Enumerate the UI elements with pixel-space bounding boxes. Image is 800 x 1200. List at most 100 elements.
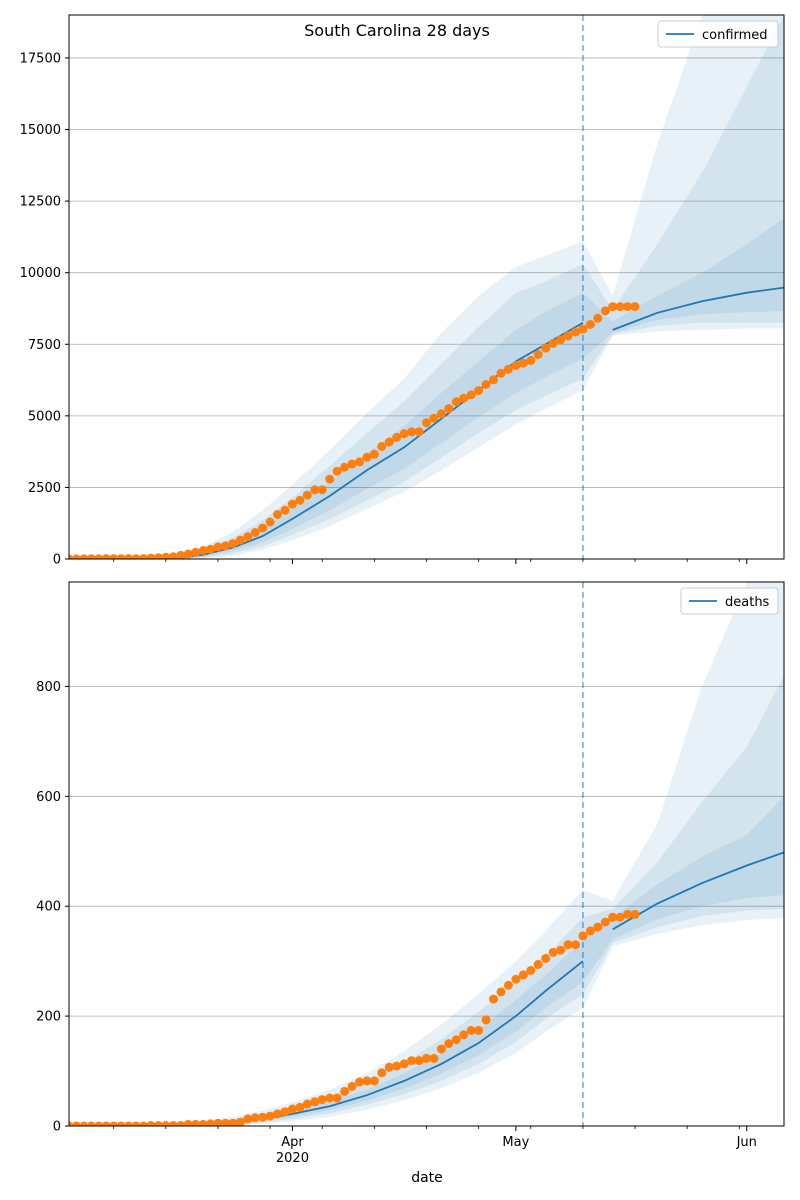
observed-point [183,1119,193,1126]
observed-point [474,1025,484,1035]
x-tick-sublabel: 2020 [276,1151,309,1166]
y-tick-label: 10000 [20,266,61,281]
observed-point [228,1118,238,1126]
observed-point [585,320,595,329]
observed-point [518,970,528,980]
y-tick-label: 0 [53,553,61,568]
observed-point [146,553,156,559]
observed-point [615,302,625,312]
x-tick-label: Jun [736,1135,757,1150]
observed-point [302,490,312,500]
observed-point [369,1076,379,1086]
y-tick-label: 12500 [20,195,61,210]
observed-point [541,953,551,963]
observed-point [429,1053,439,1063]
observed-point [79,554,89,559]
observed-point [503,980,513,990]
observed-point [563,940,573,950]
observed-point [86,554,96,559]
observed-point [593,922,603,932]
observed-point [235,535,245,545]
observed-point [325,474,335,484]
observed-point [101,554,111,559]
observed-point [422,418,431,428]
observed-point [444,404,454,414]
y-tick-label: 800 [36,680,61,695]
observed-point [384,1062,394,1072]
observed-point [489,375,498,385]
observed-point [206,1119,215,1126]
model-line-forecast [612,286,784,331]
observed-point [213,1118,223,1126]
observed-point [571,940,580,950]
observed-point [183,549,193,559]
observed-point [466,1025,476,1035]
observed-point [295,495,305,505]
observed-point [377,441,387,451]
observed-point [548,947,558,957]
observed-point [466,390,476,400]
observed-point [168,552,178,559]
uncertainty-band [69,675,784,1126]
observed-point [459,393,469,403]
observed-point [280,1107,290,1117]
observed-point [600,917,610,927]
observed-point [578,931,588,941]
observed-point [436,409,446,419]
uncertainty-band [69,15,784,559]
observed-point [243,532,253,542]
observed-point [86,1121,96,1126]
observed-point [250,528,260,537]
legend: confirmed [657,20,779,48]
observed-point [161,552,171,559]
observed-point [399,429,409,439]
observed-point [250,1113,260,1123]
observed-point [310,485,320,495]
observed-point [265,517,275,527]
observed-point [556,945,566,955]
observed-point [310,1097,320,1107]
observed-point [243,1114,253,1124]
y-tick-label: 5000 [28,409,61,424]
observed-point [124,554,134,559]
observed-point [228,539,238,549]
observed-point [317,485,327,495]
observed-point [399,1059,409,1069]
observed-point [414,427,424,437]
observed-point [481,1015,491,1025]
observed-point [526,355,536,365]
observed-point [340,462,350,472]
x-axis-title: date [411,1170,443,1186]
observed-point [511,974,521,984]
observed-point [206,544,215,554]
observed-point [131,554,141,559]
observed-point [563,331,573,341]
observed-point [153,553,163,559]
observed-point [332,466,342,476]
observed-point [131,1121,141,1126]
observed-point [526,966,536,975]
observed-point [347,1081,357,1091]
observed-point [317,1095,327,1105]
legend-label: deaths [725,595,770,610]
confirmed-plot: 0 2500 5000 7500 10000 12500 15000 17500 confirm… [20,14,785,568]
observed-point [198,546,208,555]
observed-point [235,1117,245,1126]
legend-box [657,20,779,48]
observed-point [273,1109,282,1119]
observed-point [355,457,364,467]
observed-point [600,306,610,316]
y-tick-label: 600 [36,790,61,805]
observed-point [153,1121,163,1126]
uncertainty-band [69,582,784,1126]
observed-point [436,1044,446,1054]
observed-point [615,912,625,922]
observed-point [556,335,566,345]
uncertainty-band [69,15,784,559]
observed-point [161,1121,171,1126]
observed-point [347,459,357,469]
observed-point [585,926,595,936]
x-tick-label: May [502,1135,529,1150]
observed-point [287,1104,297,1114]
